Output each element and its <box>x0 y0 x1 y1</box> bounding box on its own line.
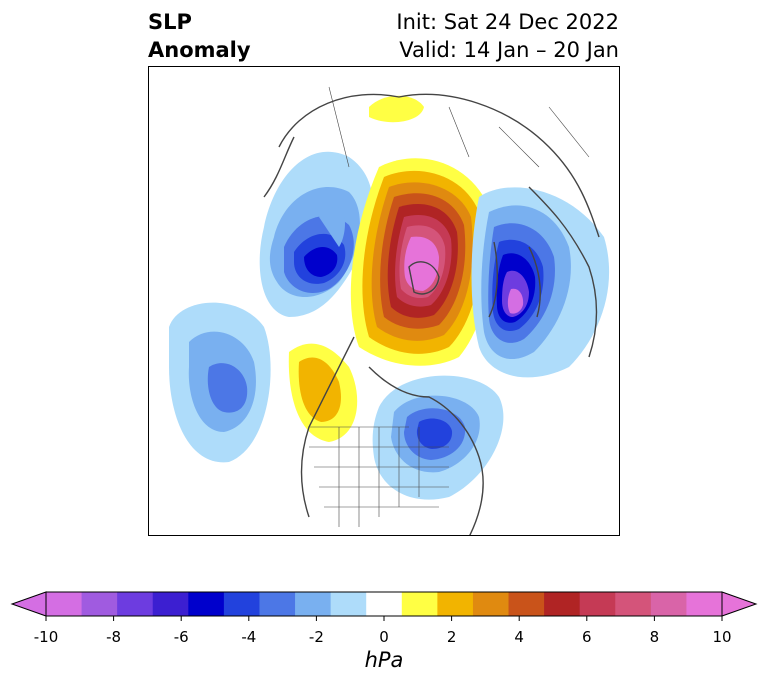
colorbar-tick-label: -8 <box>106 628 122 646</box>
colorbar-bin <box>615 592 652 616</box>
colorbar-bin <box>366 592 403 616</box>
map-title-right: Init: Sat 24 Dec 2022 Valid: 14 Jan – 20… <box>396 8 619 64</box>
colorbar-bin <box>686 592 723 616</box>
colorbar-bin <box>295 592 332 616</box>
colorbar-bin <box>259 592 296 616</box>
colorbar-tick-label: -6 <box>173 628 189 646</box>
colorbar-bin <box>152 592 189 616</box>
anomaly-map <box>169 86 610 535</box>
colorbar-tick-label: -2 <box>308 628 324 646</box>
colorbar-bin <box>508 592 545 616</box>
colorbar-bin <box>401 592 438 616</box>
colorbar-bin <box>544 592 581 616</box>
colorbar-bin <box>472 592 510 616</box>
political-borders <box>309 86 590 527</box>
colorbar-tick-label: 8 <box>649 628 660 646</box>
colorbar-bin <box>330 592 367 616</box>
map-panel <box>148 66 620 536</box>
colorbar <box>10 591 758 621</box>
title-variable: SLP <box>148 10 192 34</box>
init-date-label: Init: Sat 24 Dec 2022 <box>396 10 619 34</box>
valid-range-label: Valid: 14 Jan – 20 Jan <box>399 38 619 62</box>
colorbar-bin <box>81 592 118 616</box>
colorbar-tick-label: -4 <box>241 628 257 646</box>
map-title-left: SLP Anomaly <box>148 8 251 64</box>
colorbar-bin <box>223 592 260 616</box>
title-type: Anomaly <box>148 38 251 62</box>
colorbar-bin <box>46 592 83 616</box>
anomaly-high-small <box>369 95 424 123</box>
colorbar-bin <box>650 592 687 616</box>
coastlines <box>263 93 600 535</box>
colorbar-bin <box>437 592 474 616</box>
colorbar-tick-label: 10 <box>712 628 732 646</box>
colorbar-tick-label: 0 <box>379 628 389 646</box>
colorbar-extend-low <box>10 591 47 617</box>
colorbar-bin <box>579 592 616 616</box>
anomaly-low-atlantic <box>372 375 504 500</box>
colorbar-extend-high <box>721 591 758 617</box>
colorbar-tick-label: 4 <box>514 628 524 646</box>
colorbar-bin <box>188 592 225 616</box>
anomaly-low-siberia <box>259 151 374 317</box>
anomaly-low-pacific-west <box>169 302 271 463</box>
anomaly-high-alaska <box>288 343 358 442</box>
colorbar-tick-label: -10 <box>33 628 59 646</box>
colorbar-unit-label: hPa <box>364 648 404 672</box>
colorbar-bin <box>117 592 154 616</box>
colorbar-tick-label: 6 <box>582 628 592 646</box>
colorbar-tick-label: 2 <box>446 628 457 646</box>
